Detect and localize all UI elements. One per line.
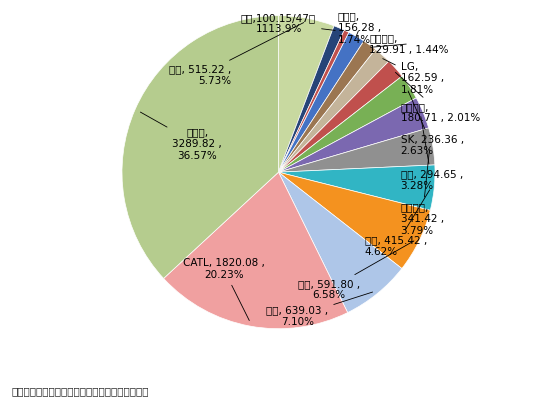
Text: 力神, 415.42 ,
4.62%: 力神, 415.42 , 4.62% xyxy=(365,190,429,256)
Text: 东莞创明,
129.91 , 1.44%: 东莞创明, 129.91 , 1.44% xyxy=(369,33,449,55)
Text: CATL, 1820.08 ,
20.23%: CATL, 1820.08 , 20.23% xyxy=(183,258,265,320)
Wedge shape xyxy=(278,16,334,172)
Wedge shape xyxy=(164,172,348,329)
Wedge shape xyxy=(278,41,375,172)
Wedge shape xyxy=(278,26,344,172)
Text: 其他, 515.22 ,
5.73%: 其他, 515.22 , 5.73% xyxy=(169,22,304,86)
Wedge shape xyxy=(278,30,349,172)
Wedge shape xyxy=(278,76,416,172)
Text: 多氟多,
156.28 ,
1.74%: 多氟多, 156.28 , 1.74% xyxy=(338,12,381,45)
Text: SK, 236.36 ,
2.63%: SK, 236.36 , 2.63% xyxy=(400,91,464,156)
Text: 比克, 591.80 ,
6.58%: 比克, 591.80 , 6.58% xyxy=(297,241,414,300)
Text: 万向, 639.03 ,
7.10%: 万向, 639.03 , 7.10% xyxy=(266,292,373,327)
Wedge shape xyxy=(278,165,435,210)
Text: 天能,100.15/47，
1113.9%: 天能,100.15/47， 1113.9% xyxy=(241,13,335,34)
Text: 国轩高科,
180.71 , 2.01%: 国轩高科, 180.71 , 2.01% xyxy=(395,72,480,124)
Text: LG,
162.59 ,
1.81%: LG, 162.59 , 1.81% xyxy=(383,59,444,95)
Wedge shape xyxy=(278,172,431,268)
Wedge shape xyxy=(278,128,435,172)
Wedge shape xyxy=(122,16,278,278)
Text: 光宇, 294.65 ,
3.28%: 光宇, 294.65 , 3.28% xyxy=(400,116,463,191)
Text: 比亚迪,
3289.82 ,
36.57%: 比亚迪, 3289.82 , 36.57% xyxy=(140,112,222,160)
Text: 数据来源：中汽中心；分析制图：第一电动研究院: 数据来源：中汽中心；分析制图：第一电动研究院 xyxy=(11,386,149,396)
Wedge shape xyxy=(278,172,402,312)
Text: 孚能科技,
341.42 ,
3.79%: 孚能科技, 341.42 , 3.79% xyxy=(400,150,444,236)
Wedge shape xyxy=(278,61,402,172)
Wedge shape xyxy=(278,49,389,172)
Wedge shape xyxy=(278,32,364,172)
Wedge shape xyxy=(278,98,429,172)
